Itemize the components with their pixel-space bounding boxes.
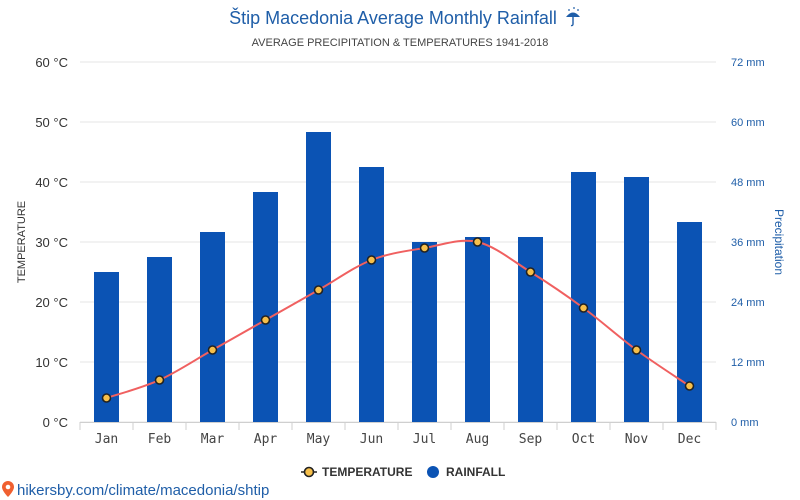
rainfall-bar-mar[interactable] [200, 232, 225, 422]
temperature-point-apr[interactable] [260, 315, 271, 325]
legend-temperature-marker [303, 466, 315, 478]
temperature-point-may[interactable] [313, 285, 324, 295]
legend-rainfall-label: RAINFALL [446, 465, 505, 479]
legend-temperature-label: TEMPERATURE [322, 465, 412, 479]
rainfall-bar-dec[interactable] [677, 222, 702, 422]
rainfall-bar-jul[interactable] [412, 242, 437, 422]
chart-title: Štip Macedonia Average Monthly Rainfall [229, 7, 557, 28]
temperature-point-dec[interactable] [684, 381, 695, 391]
x-tick-label: Jun [360, 432, 383, 447]
x-tick-label: Mar [201, 432, 225, 447]
left-axis-label: TEMPERATURE [16, 201, 28, 283]
right-tick-label: 48 mm [731, 177, 765, 189]
temperature-point-feb[interactable] [154, 375, 165, 385]
x-tick-label: Jul [413, 432, 436, 447]
right-axis-ticks: 0 mm 12 mm 24 mm 36 mm 48 mm 60 mm 72 mm [731, 57, 765, 429]
right-tick-label: 0 mm [731, 417, 759, 429]
temperature-point-oct[interactable] [578, 303, 589, 313]
right-tick-label: 36 mm [731, 237, 765, 249]
left-tick-label: 0 °C [43, 415, 68, 430]
map-pin-icon [2, 481, 14, 497]
left-tick-label: 60 °C [35, 55, 68, 70]
x-axis-ticks: Jan Feb Mar Apr May Jun Jul Aug Sep Oct Nov Dec [95, 432, 701, 447]
temperature-line-group [101, 237, 695, 403]
right-tick-label: 72 mm [731, 57, 765, 69]
left-axis-ticks: 0 °C 10 °C 20 °C 30 °C 40 °C 50 °C 60 °C [35, 55, 68, 430]
rainfall-bar-oct[interactable] [571, 172, 596, 422]
x-tick-label: Aug [466, 432, 489, 447]
temperature-point-aug[interactable] [472, 237, 483, 247]
right-tick-label: 12 mm [731, 357, 765, 369]
legend-temperature[interactable]: TEMPERATURE [301, 465, 412, 479]
x-tick-label: Feb [148, 432, 172, 447]
left-tick-label: 50 °C [35, 115, 68, 130]
rainfall-bar-jun[interactable] [359, 167, 384, 422]
umbrella-rain-icon [566, 7, 580, 27]
temperature-point-sep[interactable] [525, 267, 536, 277]
right-tick-label: 24 mm [731, 297, 765, 309]
left-tick-label: 30 °C [35, 235, 68, 250]
rainfall-bar-aug[interactable] [465, 237, 490, 422]
legend-rainfall-marker [427, 466, 439, 478]
temperature-line [106, 239, 691, 399]
temperature-point-jan[interactable] [101, 393, 112, 403]
temperature-point-jun[interactable] [366, 255, 377, 265]
legend: TEMPERATURE RAINFALL [301, 465, 505, 479]
x-tick-label: Apr [254, 432, 278, 447]
rainfall-bar-nov[interactable] [624, 177, 649, 422]
rainfall-bars [94, 132, 702, 422]
temperature-point-jul[interactable] [419, 243, 430, 253]
x-tick-label: Dec [678, 432, 701, 447]
x-tick-label: Nov [625, 432, 649, 447]
temperature-point-mar[interactable] [207, 345, 218, 355]
x-tick-label: Oct [572, 432, 595, 447]
legend-rainfall[interactable]: RAINFALL [427, 465, 505, 479]
gridlines [79, 61, 717, 430]
right-axis-label: Precipitation [772, 209, 786, 275]
left-tick-label: 10 °C [35, 355, 68, 370]
x-tick-label: May [307, 432, 331, 447]
left-tick-label: 20 °C [35, 295, 68, 310]
right-tick-label: 60 mm [731, 117, 765, 129]
rainfall-bar-may[interactable] [306, 132, 331, 422]
temperature-point-nov[interactable] [631, 345, 642, 355]
source-link[interactable]: hikersby.com/climate/macedonia/shtip [2, 481, 269, 499]
source-url: hikersby.com/climate/macedonia/shtip [17, 482, 269, 499]
chart-subtitle: AVERAGE PRECIPITATION & TEMPERATURES 194… [252, 37, 549, 49]
rainfall-bar-apr[interactable] [253, 192, 278, 422]
left-tick-label: 40 °C [35, 175, 68, 190]
x-tick-label: Sep [519, 432, 543, 447]
x-tick-label: Jan [95, 432, 118, 447]
rainfall-bar-sep[interactable] [518, 237, 543, 422]
rainfall-bar-feb[interactable] [147, 257, 172, 422]
